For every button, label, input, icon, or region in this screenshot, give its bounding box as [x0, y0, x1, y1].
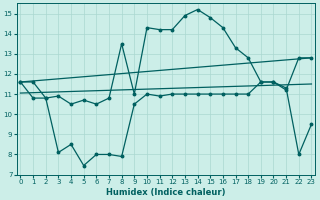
X-axis label: Humidex (Indice chaleur): Humidex (Indice chaleur): [106, 188, 226, 197]
